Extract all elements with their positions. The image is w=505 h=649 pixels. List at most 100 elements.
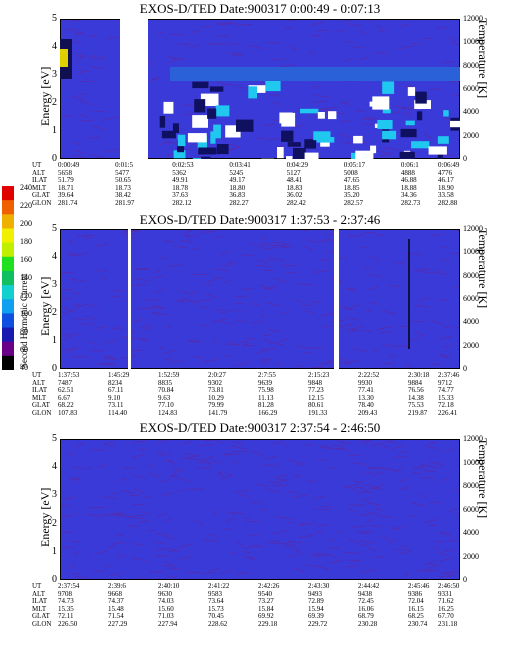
ephemeris-value: 231.18: [438, 620, 458, 628]
panel-3-heatmap: [60, 439, 460, 580]
heatmap-speckle: [411, 502, 426, 507]
ephemeris-value: 9668: [108, 589, 122, 598]
heatmap-speckle: [427, 524, 437, 527]
heatmap-speckle: [413, 267, 426, 272]
y-right-tick-label: 12000: [463, 14, 483, 23]
heatmap-speckle: [420, 463, 431, 468]
heatmap-speckle: [400, 23, 410, 28]
heatmap-speckle: [76, 234, 92, 240]
heatmap-speckle: [228, 52, 244, 55]
flux-blob: [415, 91, 427, 104]
heatmap-speckle: [320, 444, 333, 450]
heatmap-speckle: [344, 40, 354, 43]
flux-blob: [277, 147, 284, 159]
ephemeris-value: 5127: [286, 168, 301, 177]
heatmap-speckle: [230, 459, 239, 465]
ephemeris-value: 2:0:27: [208, 371, 226, 379]
heatmap-speckle: [220, 23, 237, 25]
y-right-tick-label: 10000: [463, 247, 483, 257]
flux-blob: [161, 130, 176, 139]
heatmap-speckle: [110, 513, 127, 516]
flux-blob: [192, 81, 209, 89]
heatmap-speckle: [247, 45, 264, 50]
ephemeris-value: 38.42: [115, 191, 131, 200]
heatmap-speckle: [242, 344, 256, 346]
heatmap-speckle: [151, 304, 163, 308]
flux-blob: [163, 101, 174, 114]
heatmap-speckle: [312, 100, 328, 103]
heatmap-speckle: [346, 328, 361, 331]
flux-blob: [201, 156, 211, 159]
heatmap-speckle: [71, 141, 80, 145]
y-tick-label: 1: [52, 125, 57, 136]
y-right-tick-label: 12000: [463, 224, 483, 233]
ephemeris-value: 2:39:6: [108, 582, 126, 590]
heatmap-speckle: [107, 512, 122, 515]
heatmap-speckle: [79, 119, 95, 122]
heatmap-speckle: [359, 543, 368, 547]
y-right-tick-label: 4000: [463, 317, 479, 327]
ephemeris-value: 0:04:29: [286, 161, 308, 169]
heatmap-speckle: [288, 46, 298, 51]
ephemeris-value: 2:46:50: [438, 582, 460, 590]
heatmap-speckle: [398, 45, 415, 50]
heatmap-speckle: [361, 569, 376, 574]
ephemeris-value: 6.67: [58, 393, 71, 402]
heatmap-speckle: [280, 310, 291, 315]
ephemeris-row-label: MLT: [32, 604, 47, 613]
heatmap-speckle: [337, 30, 346, 33]
heatmap-speckle: [173, 245, 187, 249]
flux-blob: [316, 137, 335, 143]
ephemeris-value: 14.38: [408, 393, 424, 402]
heatmap-speckle: [348, 539, 360, 544]
y-tick-label: 4: [52, 251, 57, 262]
heatmap-speckle: [61, 513, 77, 518]
heatmap-speckle: [256, 349, 268, 354]
heatmap-speckle: [227, 511, 236, 516]
heatmap-speckle: [391, 444, 404, 450]
heatmap-speckle: [104, 564, 112, 568]
ephemeris-value: 81.28: [258, 401, 274, 410]
heatmap-speckle: [88, 54, 96, 58]
flux-blob: [172, 123, 179, 133]
heatmap-speckle: [431, 501, 443, 503]
heatmap-speckle: [137, 338, 149, 341]
heatmap-speckle: [424, 134, 432, 139]
heatmap-speckle: [116, 554, 126, 558]
heatmap-speckle: [293, 474, 302, 477]
heatmap-speckle: [343, 100, 351, 104]
heatmap-speckle: [68, 565, 76, 567]
ephemeris-row-label: GLON: [32, 199, 52, 207]
ephemeris-value: 18.90: [438, 183, 454, 192]
panel-1-heatmap: [60, 19, 460, 159]
ephemeris-value: 4776: [438, 168, 452, 177]
heatmap-speckle: [455, 327, 460, 329]
heatmap-speckle: [305, 310, 316, 315]
ephemeris-value: 8234: [108, 378, 122, 387]
heatmap-speckle: [79, 114, 88, 118]
colorbar-tick-label: 140: [20, 273, 32, 282]
ephemeris-value: 226.41: [438, 409, 458, 417]
ephemeris-row-label: ILAT: [32, 176, 48, 185]
ephemeris-value: 12.15: [308, 393, 324, 402]
heatmap-speckle: [424, 561, 435, 565]
heatmap-speckle: [298, 534, 314, 538]
ephemeris-value: 74.03: [158, 597, 174, 606]
heatmap-speckle: [195, 299, 211, 302]
heatmap-speckle: [148, 571, 165, 573]
heatmap-speckle: [417, 268, 431, 273]
ephemeris-value: 228.62: [208, 620, 228, 628]
heatmap-speckle: [433, 541, 444, 543]
heatmap-speckle: [142, 324, 151, 329]
heatmap-speckle: [197, 461, 212, 465]
heatmap-speckle: [370, 301, 378, 305]
heatmap-speckle: [394, 548, 411, 551]
heatmap-speckle: [173, 471, 184, 473]
heatmap-speckle: [338, 440, 352, 445]
ephemeris-value: 141.79: [208, 409, 228, 417]
heatmap-speckle: [399, 325, 408, 328]
panel-2-heatmap: [60, 229, 460, 369]
heatmap-speckle: [241, 287, 256, 290]
heatmap-speckle: [307, 346, 323, 349]
heatmap-speckle: [207, 533, 218, 538]
